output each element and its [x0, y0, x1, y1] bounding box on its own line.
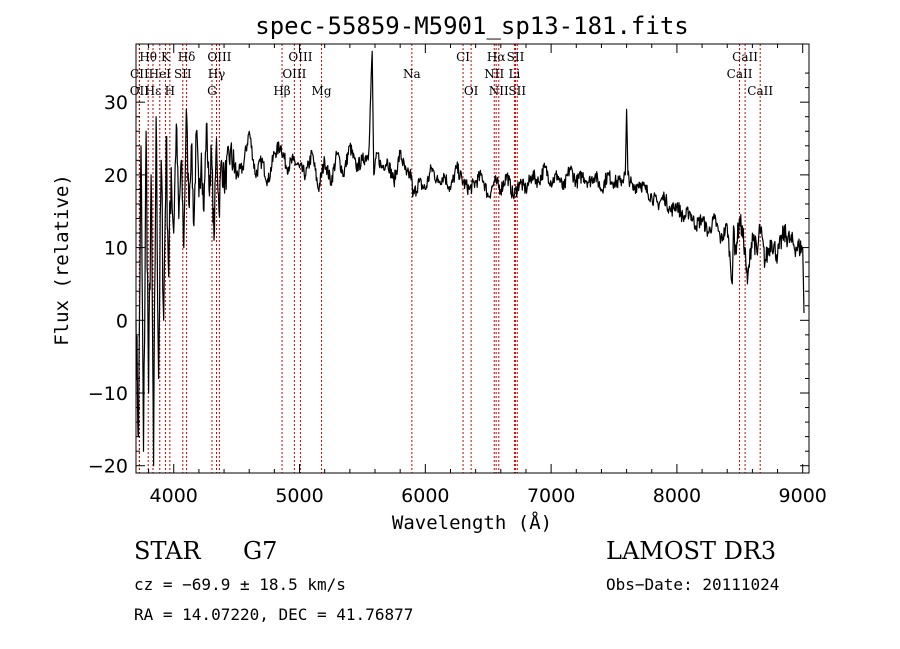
- x-tick-label-1: 5000: [275, 485, 323, 507]
- line-label-13: OIII: [282, 67, 306, 81]
- object-class: STAR: [134, 537, 201, 565]
- line-label-14: Na: [403, 67, 421, 81]
- observation-date: Obs−Date: 20111024: [606, 575, 779, 594]
- chart-title: spec-55859-M5901_sp13-181.fits: [255, 12, 688, 40]
- x-tick-label-3: 7000: [527, 485, 575, 507]
- flux-series-line: [135, 50, 805, 467]
- redshift-velocity: cz = −69.9 ± 18.5 km/s: [134, 575, 346, 594]
- sky-coordinates: RA = 14.07220, DEC = 41.76877: [134, 605, 413, 624]
- line-label-24: OI: [464, 84, 479, 98]
- line-label-20: H: [165, 84, 175, 98]
- spectral-line-markers: [138, 44, 761, 473]
- y-tick-label-0: −20: [88, 456, 128, 478]
- line-label-16: Li: [508, 67, 520, 81]
- line-label-19: Hε: [145, 84, 162, 98]
- object-subclass: G7: [243, 537, 277, 565]
- plot-frame: [135, 43, 810, 474]
- x-axis-label: Wavelength (Å): [392, 511, 552, 534]
- line-label-10: HeI: [149, 67, 172, 81]
- y-tick-label-3: 10: [104, 238, 128, 260]
- line-label-21: G: [207, 84, 217, 98]
- line-label-5: CI: [456, 50, 470, 64]
- line-label-9: CII: [130, 67, 149, 81]
- line-label-7: SII: [507, 50, 525, 64]
- x-tick-label-2: 6000: [401, 485, 449, 507]
- y-tick-label-5: 30: [104, 92, 128, 114]
- line-label-12: Hγ: [208, 67, 226, 81]
- x-tick-label-0: 4000: [150, 485, 198, 507]
- y-tick-label-2: 0: [116, 310, 128, 332]
- line-label-15: NII: [484, 67, 504, 81]
- line-label-6: Hα: [487, 50, 506, 64]
- line-label-3: OIII: [207, 50, 231, 64]
- line-label-27: CaII: [747, 84, 773, 98]
- line-label-26: SII: [508, 84, 526, 98]
- line-label-22: Hβ: [273, 84, 290, 98]
- x-axis-ticks: 4000 5000 6000 7000 8000 9000: [148, 44, 827, 507]
- y-axis-ticks: −20 −10 0 10 20 30: [88, 72, 809, 478]
- line-label-11: SII: [174, 67, 192, 81]
- line-label-0: Hθ: [139, 50, 157, 64]
- line-label-17: CaII: [727, 67, 753, 81]
- line-label-8: CaII: [732, 50, 758, 64]
- line-label-2: Hδ: [178, 50, 196, 64]
- y-tick-label-4: 20: [104, 165, 128, 187]
- line-label-25: NII: [489, 84, 509, 98]
- line-label-23: Mg: [312, 84, 332, 98]
- survey-name: LAMOST DR3: [606, 537, 776, 565]
- x-tick-label-4: 8000: [653, 485, 701, 507]
- line-label-4: OIII: [288, 50, 312, 64]
- y-axis-label: Flux (relative): [51, 174, 73, 346]
- line-label-1: K: [161, 50, 171, 64]
- y-tick-label-1: −10: [88, 383, 128, 405]
- line-label-18: OII: [130, 84, 150, 98]
- x-tick-label-5: 9000: [779, 485, 827, 507]
